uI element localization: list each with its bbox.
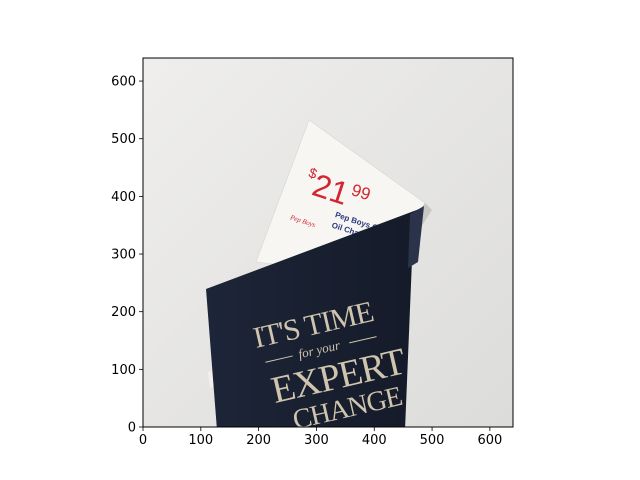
x-tick-label: 100 <box>188 433 213 448</box>
x-tick-label: 400 <box>362 433 387 448</box>
booklet-cover: IT'S TIME for your EXPERT CHANGE <box>206 206 424 427</box>
y-tick-label: 600 <box>111 75 136 90</box>
y-tick-label: 300 <box>111 248 136 263</box>
x-tick-label: 0 <box>139 433 147 448</box>
booklet-rule-right <box>349 336 377 344</box>
y-tick-label: 400 <box>111 190 136 205</box>
axes-frame <box>142 57 514 428</box>
y-tick-label: 200 <box>111 305 136 320</box>
y-tick-label: 100 <box>111 363 136 378</box>
x-tick-label: 200 <box>246 433 271 448</box>
booklet-fold-edge <box>408 206 424 268</box>
x-tick-label: 600 <box>477 433 502 448</box>
x-tick-label: 500 <box>420 433 445 448</box>
coupon-price-cents: 99 <box>349 180 373 204</box>
y-tick-label: 500 <box>111 132 136 147</box>
x-axis-ticks: 0 100 200 300 400 500 600 <box>139 427 502 448</box>
booklet-cover-shape <box>206 208 422 427</box>
x-tick-label: 300 <box>304 433 329 448</box>
y-axis-ticks: 0 100 200 300 400 500 600 <box>111 75 143 436</box>
booklet-rule-left <box>265 355 293 363</box>
y-tick-label: 0 <box>128 421 136 436</box>
photo-content: $ 21 99 Pep Boys Conve Oil Change S Pep … <box>143 58 513 427</box>
